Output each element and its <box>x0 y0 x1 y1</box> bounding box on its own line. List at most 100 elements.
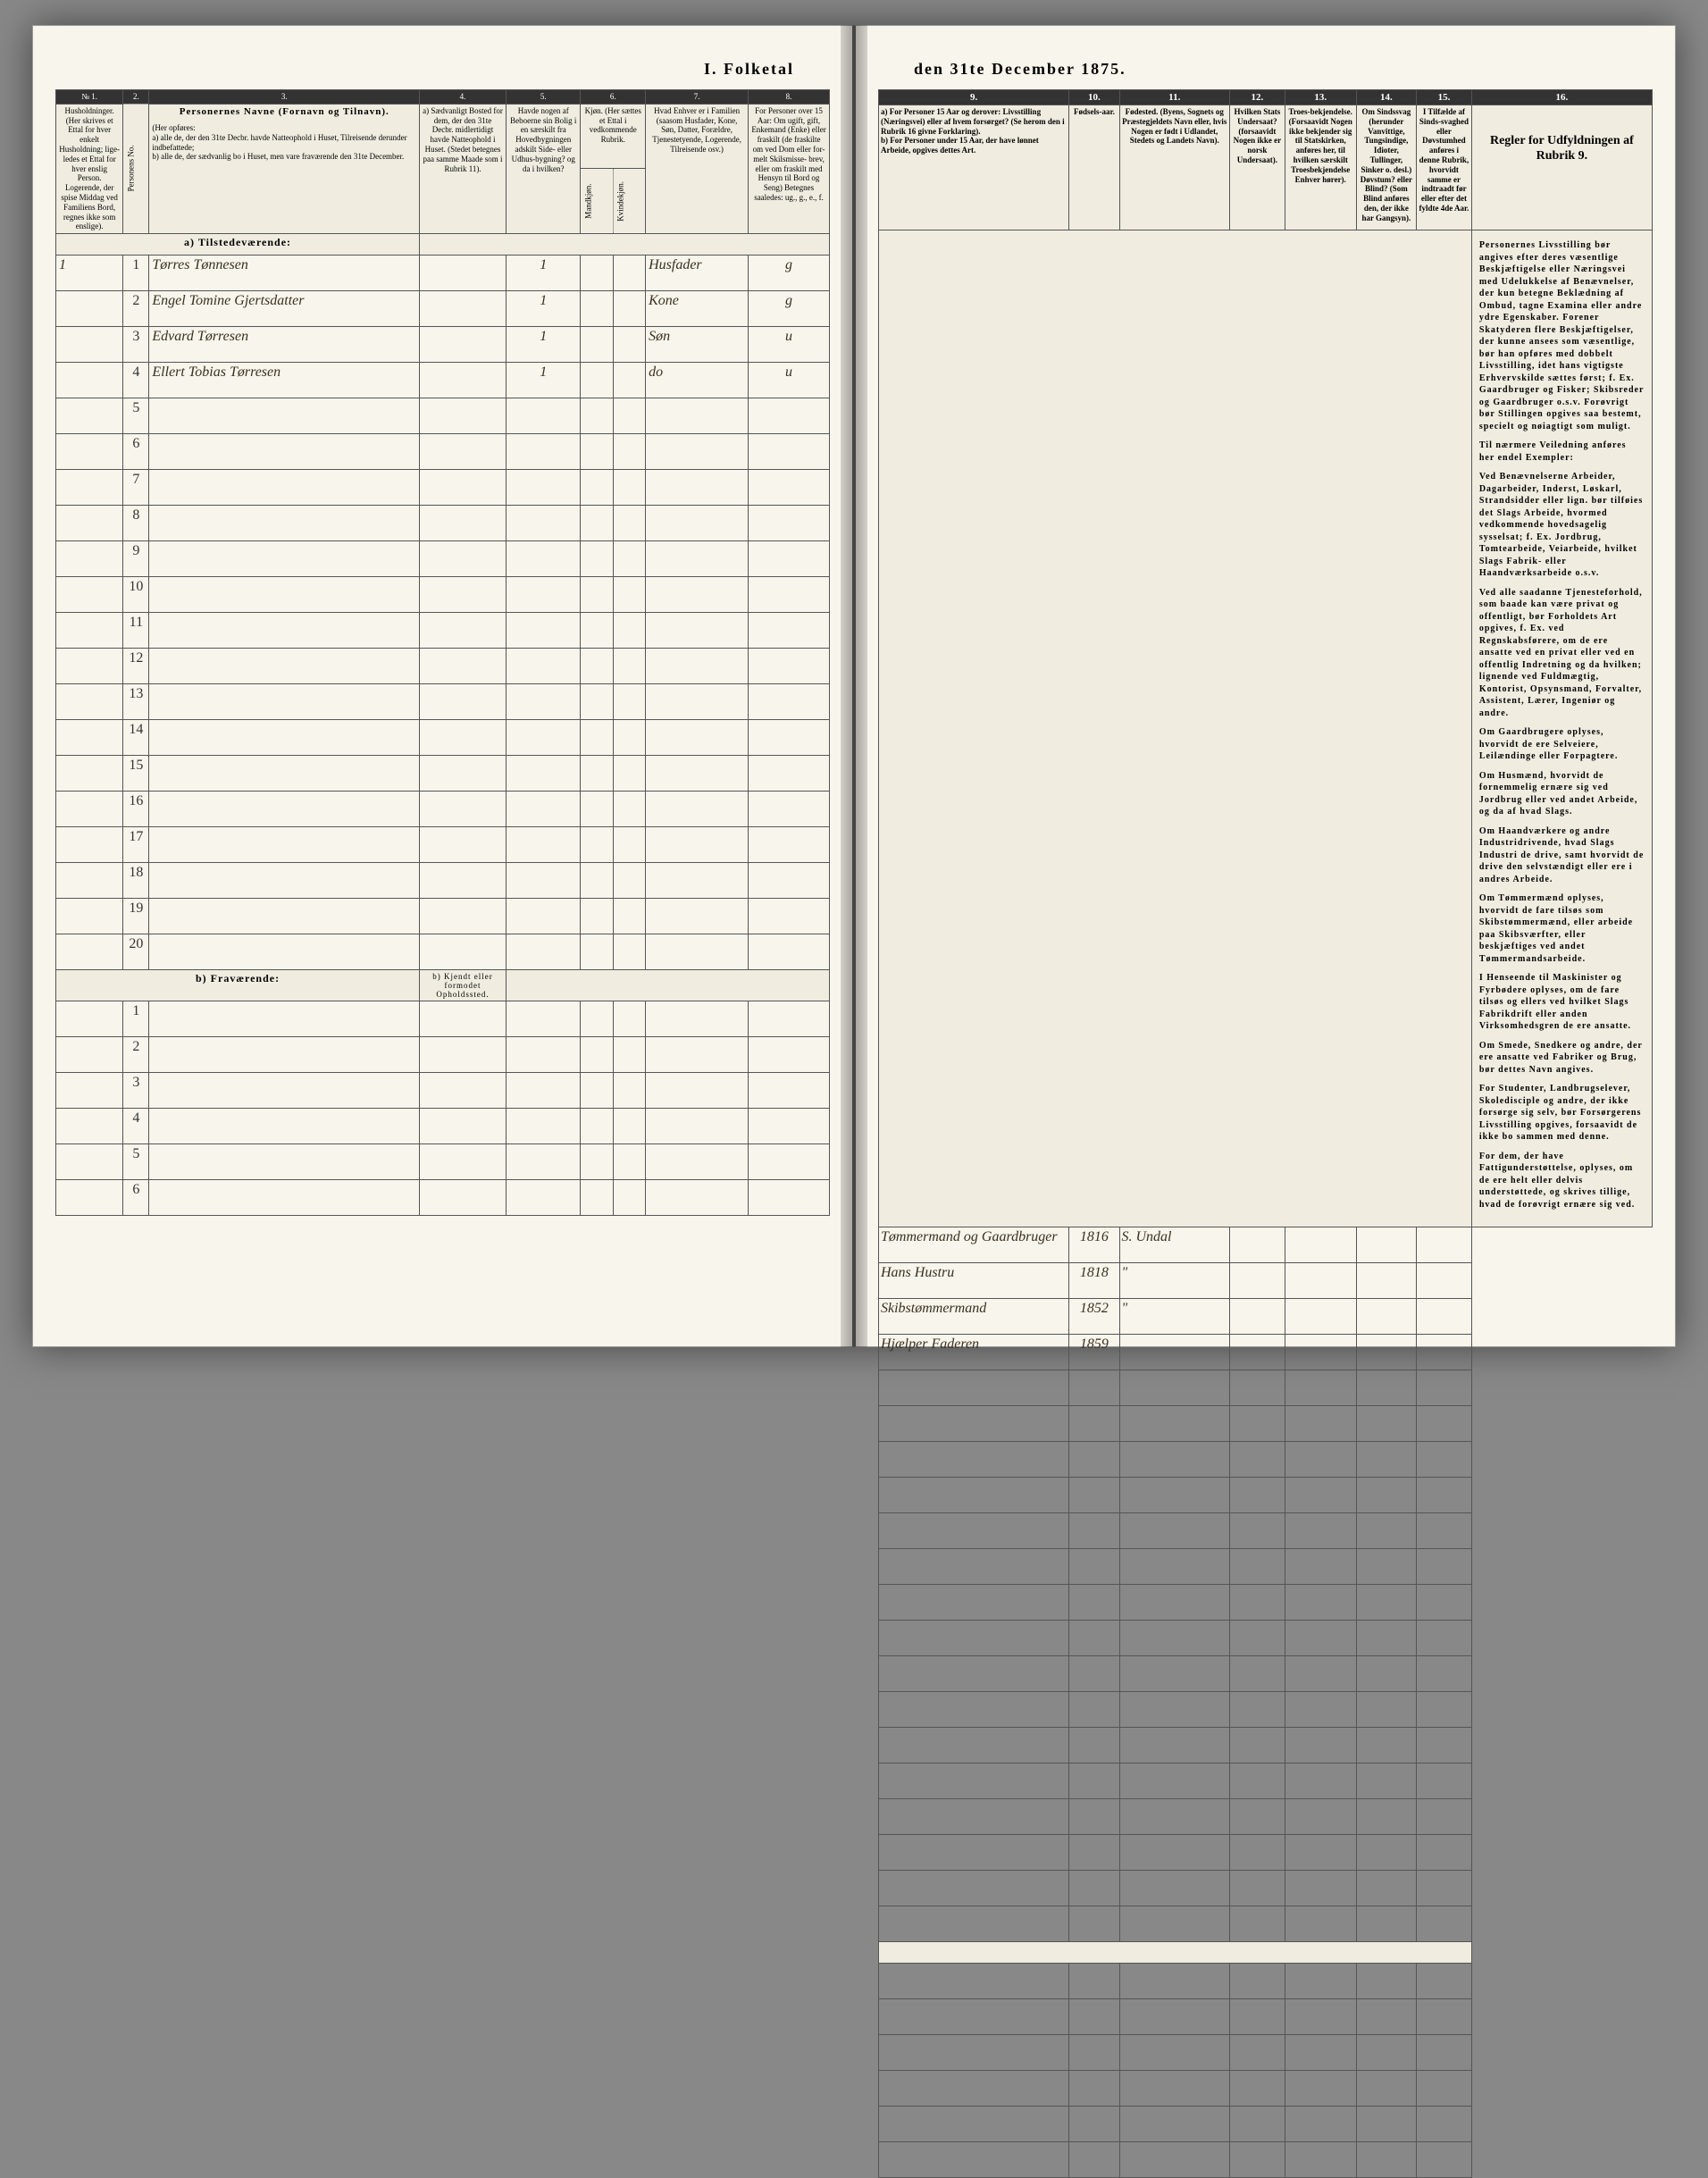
c <box>149 541 420 577</box>
c <box>506 934 581 970</box>
rcn-9: 9. <box>879 90 1069 105</box>
c <box>506 434 581 470</box>
c <box>879 1621 1069 1656</box>
c <box>56 649 123 684</box>
cell-occ: Skibstømmermand <box>879 1299 1069 1335</box>
cell-5: 1 <box>506 363 581 398</box>
c <box>506 792 581 827</box>
c <box>1417 1999 1472 2035</box>
r-blank-row <box>879 1906 1653 1942</box>
c <box>1230 1692 1285 1728</box>
blank-row: 14 <box>56 720 830 756</box>
c <box>56 577 123 613</box>
c <box>1119 1370 1230 1406</box>
c <box>1285 1871 1356 1906</box>
c <box>149 1001 420 1037</box>
c <box>1119 1799 1230 1835</box>
c <box>646 1109 749 1144</box>
c <box>1417 1299 1472 1335</box>
c <box>149 506 420 541</box>
c <box>149 827 420 863</box>
c <box>420 756 507 792</box>
r-blank-row <box>879 1585 1653 1621</box>
c <box>1119 1728 1230 1763</box>
c-no: 12 <box>123 649 149 684</box>
c <box>1356 1835 1416 1871</box>
c <box>420 506 507 541</box>
c <box>420 1037 507 1073</box>
c <box>613 1073 645 1109</box>
blank-row: 13 <box>56 684 830 720</box>
c <box>613 1180 645 1216</box>
c <box>56 827 123 863</box>
c <box>581 792 613 827</box>
c-no: 13 <box>123 684 149 720</box>
cell-5: 1 <box>506 327 581 363</box>
c <box>1356 1478 1416 1513</box>
cell-occ: Tømmermand og Gaardbruger <box>879 1227 1069 1263</box>
c <box>1119 1406 1230 1442</box>
blank-row: 6 <box>56 434 830 470</box>
c <box>1230 1513 1285 1549</box>
c <box>149 756 420 792</box>
c <box>1230 2142 1285 2178</box>
c <box>56 506 123 541</box>
c <box>646 899 749 934</box>
c <box>56 899 123 934</box>
c <box>613 577 645 613</box>
c <box>749 1144 830 1180</box>
cell-5: 1 <box>506 255 581 291</box>
c-no: 15 <box>123 756 149 792</box>
rh-14: Om Sindssvag (herunder Vanvittige, Tungs… <box>1356 105 1416 230</box>
coln-5: 5. <box>506 90 581 105</box>
c <box>1230 1763 1285 1799</box>
c <box>581 756 613 792</box>
c <box>1356 1656 1416 1692</box>
c <box>749 934 830 970</box>
rcn-14: 14. <box>1356 90 1416 105</box>
c <box>1417 1964 1472 1999</box>
c <box>420 613 507 649</box>
c-no: 7 <box>123 470 149 506</box>
c <box>420 1144 507 1180</box>
c <box>613 863 645 899</box>
cell-name: Tørres Tønnesen <box>149 255 420 291</box>
c <box>1069 1999 1119 2035</box>
c <box>1417 1227 1472 1263</box>
rcn-16: 16. <box>1471 90 1652 105</box>
r-blank-row <box>879 1835 1653 1871</box>
c <box>1119 1835 1230 1871</box>
cell-6b <box>613 363 645 398</box>
c <box>420 827 507 863</box>
c <box>506 1073 581 1109</box>
c <box>613 684 645 720</box>
blank-a-body: 567891011121314151617181920 <box>56 398 830 970</box>
c <box>1230 1656 1285 1692</box>
c <box>1119 2071 1230 2107</box>
c <box>1069 1406 1119 1442</box>
c <box>581 863 613 899</box>
c <box>420 863 507 899</box>
c <box>646 398 749 434</box>
c <box>613 1001 645 1037</box>
c <box>646 470 749 506</box>
blank-row: 5 <box>56 398 830 434</box>
cell-year: 1852 <box>1069 1299 1119 1335</box>
c <box>1119 1585 1230 1621</box>
r-blank-row-b <box>879 1999 1653 2035</box>
c <box>1417 1549 1472 1585</box>
c <box>879 1513 1069 1549</box>
c <box>581 1073 613 1109</box>
c <box>613 934 645 970</box>
coln-3: 3. <box>149 90 420 105</box>
r-section-b-blank <box>879 1942 1472 1964</box>
cell-year: 1859 <box>1069 1335 1119 1370</box>
regler-p5: Om Gaardbrugere oplyses, hvorvidt de ere… <box>1479 726 1645 763</box>
section-b-col4: b) Kjendt eller formodet Opholdssted. <box>420 970 507 1001</box>
c <box>1230 1585 1285 1621</box>
c <box>1417 1621 1472 1656</box>
c <box>1356 1799 1416 1835</box>
regler-p2: Til nærmere Veiledning anføres her endel… <box>1479 440 1645 464</box>
c <box>613 541 645 577</box>
blank-row: 10 <box>56 577 830 613</box>
